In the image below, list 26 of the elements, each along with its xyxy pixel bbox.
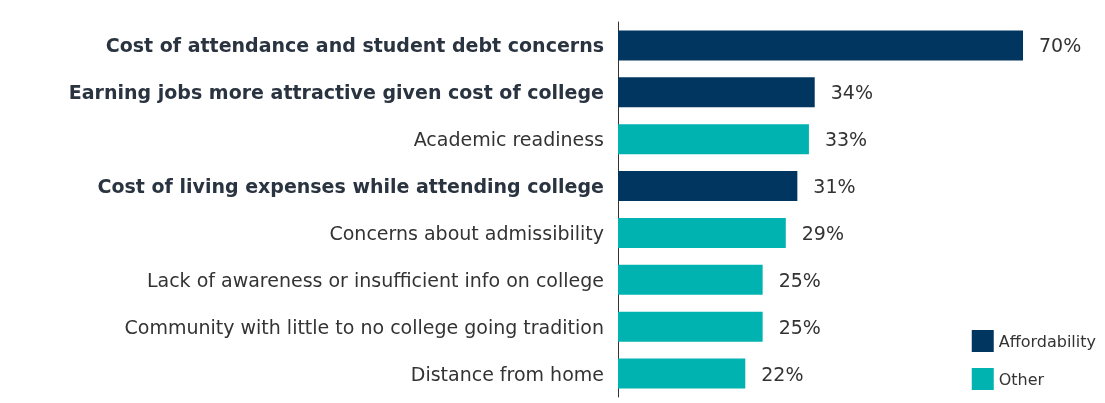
- y-tick-label: Earning jobs more attractive given cost of college: [68, 81, 604, 104]
- data-label: 25%: [778, 268, 821, 291]
- y-tick-label: Lack of awareness or insufficient info on college: [146, 268, 604, 291]
- bar: [618, 264, 763, 295]
- bar: [618, 30, 1023, 61]
- y-tick-label: Academic readiness: [413, 128, 604, 151]
- y-tick-label: Concerns about admissibility: [329, 221, 604, 244]
- y-tick-label: Cost of attendance and student debt concerns: [105, 34, 604, 57]
- data-label: 33%: [824, 128, 868, 151]
- y-tick-label: Distance from home: [410, 362, 604, 385]
- data-label: 29%: [801, 221, 845, 244]
- data-label: 34%: [830, 81, 873, 104]
- bar: [618, 311, 763, 342]
- bar: [618, 171, 798, 202]
- data-label: 70%: [1039, 34, 1082, 57]
- data-label: 31%: [813, 175, 856, 198]
- data-label: 22%: [761, 362, 804, 385]
- bar: [618, 358, 746, 389]
- y-tick-label: Cost of living expenses while attending college: [97, 175, 604, 198]
- bar: [618, 217, 786, 248]
- legend-label: Affordability: [998, 331, 1096, 351]
- y-tick-label: Community with little to no college going tradition: [124, 315, 604, 338]
- bar: [618, 77, 815, 108]
- legend-label: Other: [998, 369, 1045, 389]
- bar: [618, 124, 809, 155]
- data-label: 25%: [778, 315, 821, 338]
